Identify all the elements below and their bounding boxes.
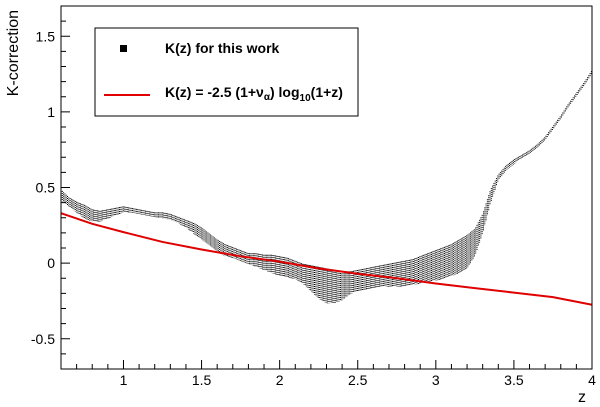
y-axis: -0.5 0 0.5 1 1.5 <box>31 5 70 370</box>
k-correction-data-band <box>60 71 592 304</box>
x-tick-label: 1 <box>120 372 128 388</box>
legend-model-mid: ) log <box>270 84 300 100</box>
model-line-group <box>60 212 593 306</box>
x-axis-title: z <box>578 389 586 406</box>
legend-model-alpha: α <box>264 92 271 103</box>
y-axis-title: K-correction <box>5 10 22 96</box>
y-tick-label: 1 <box>47 104 55 120</box>
legend-model-sub10: 10 <box>300 93 312 104</box>
legend-label-data: K(z) for this work <box>165 40 280 56</box>
x-tick-label: 1.5 <box>192 372 212 388</box>
legend-label-model: K(z) = -2.5 (1+να) log10(1+z) <box>165 84 343 104</box>
y-tick-label: 0 <box>47 255 55 271</box>
legend-model-prefix: K(z) = -2.5 (1+ <box>165 84 256 100</box>
model-line <box>60 212 593 306</box>
legend-marker-data <box>120 45 127 52</box>
legend: K(z) for this work K(z) = -2.5 (1+να) lo… <box>94 27 359 117</box>
x-axis: 1 1.5 2 2.5 3 3.5 4 <box>60 360 596 388</box>
x-tick-label: 4 <box>588 372 596 388</box>
legend-model-suffix: (1+z) <box>311 84 343 100</box>
x-tick-label: 2.5 <box>348 372 368 388</box>
x-tick-label: 3.5 <box>504 372 524 388</box>
legend-model-nu: ν <box>256 84 264 100</box>
y-tick-label: -0.5 <box>31 331 55 347</box>
x-tick-label: 3 <box>432 372 440 388</box>
y-tick-label: 1.5 <box>36 28 56 44</box>
x-tick-label: 2 <box>276 372 284 388</box>
y-tick-label: 0.5 <box>36 180 56 196</box>
legend-box <box>94 27 359 117</box>
